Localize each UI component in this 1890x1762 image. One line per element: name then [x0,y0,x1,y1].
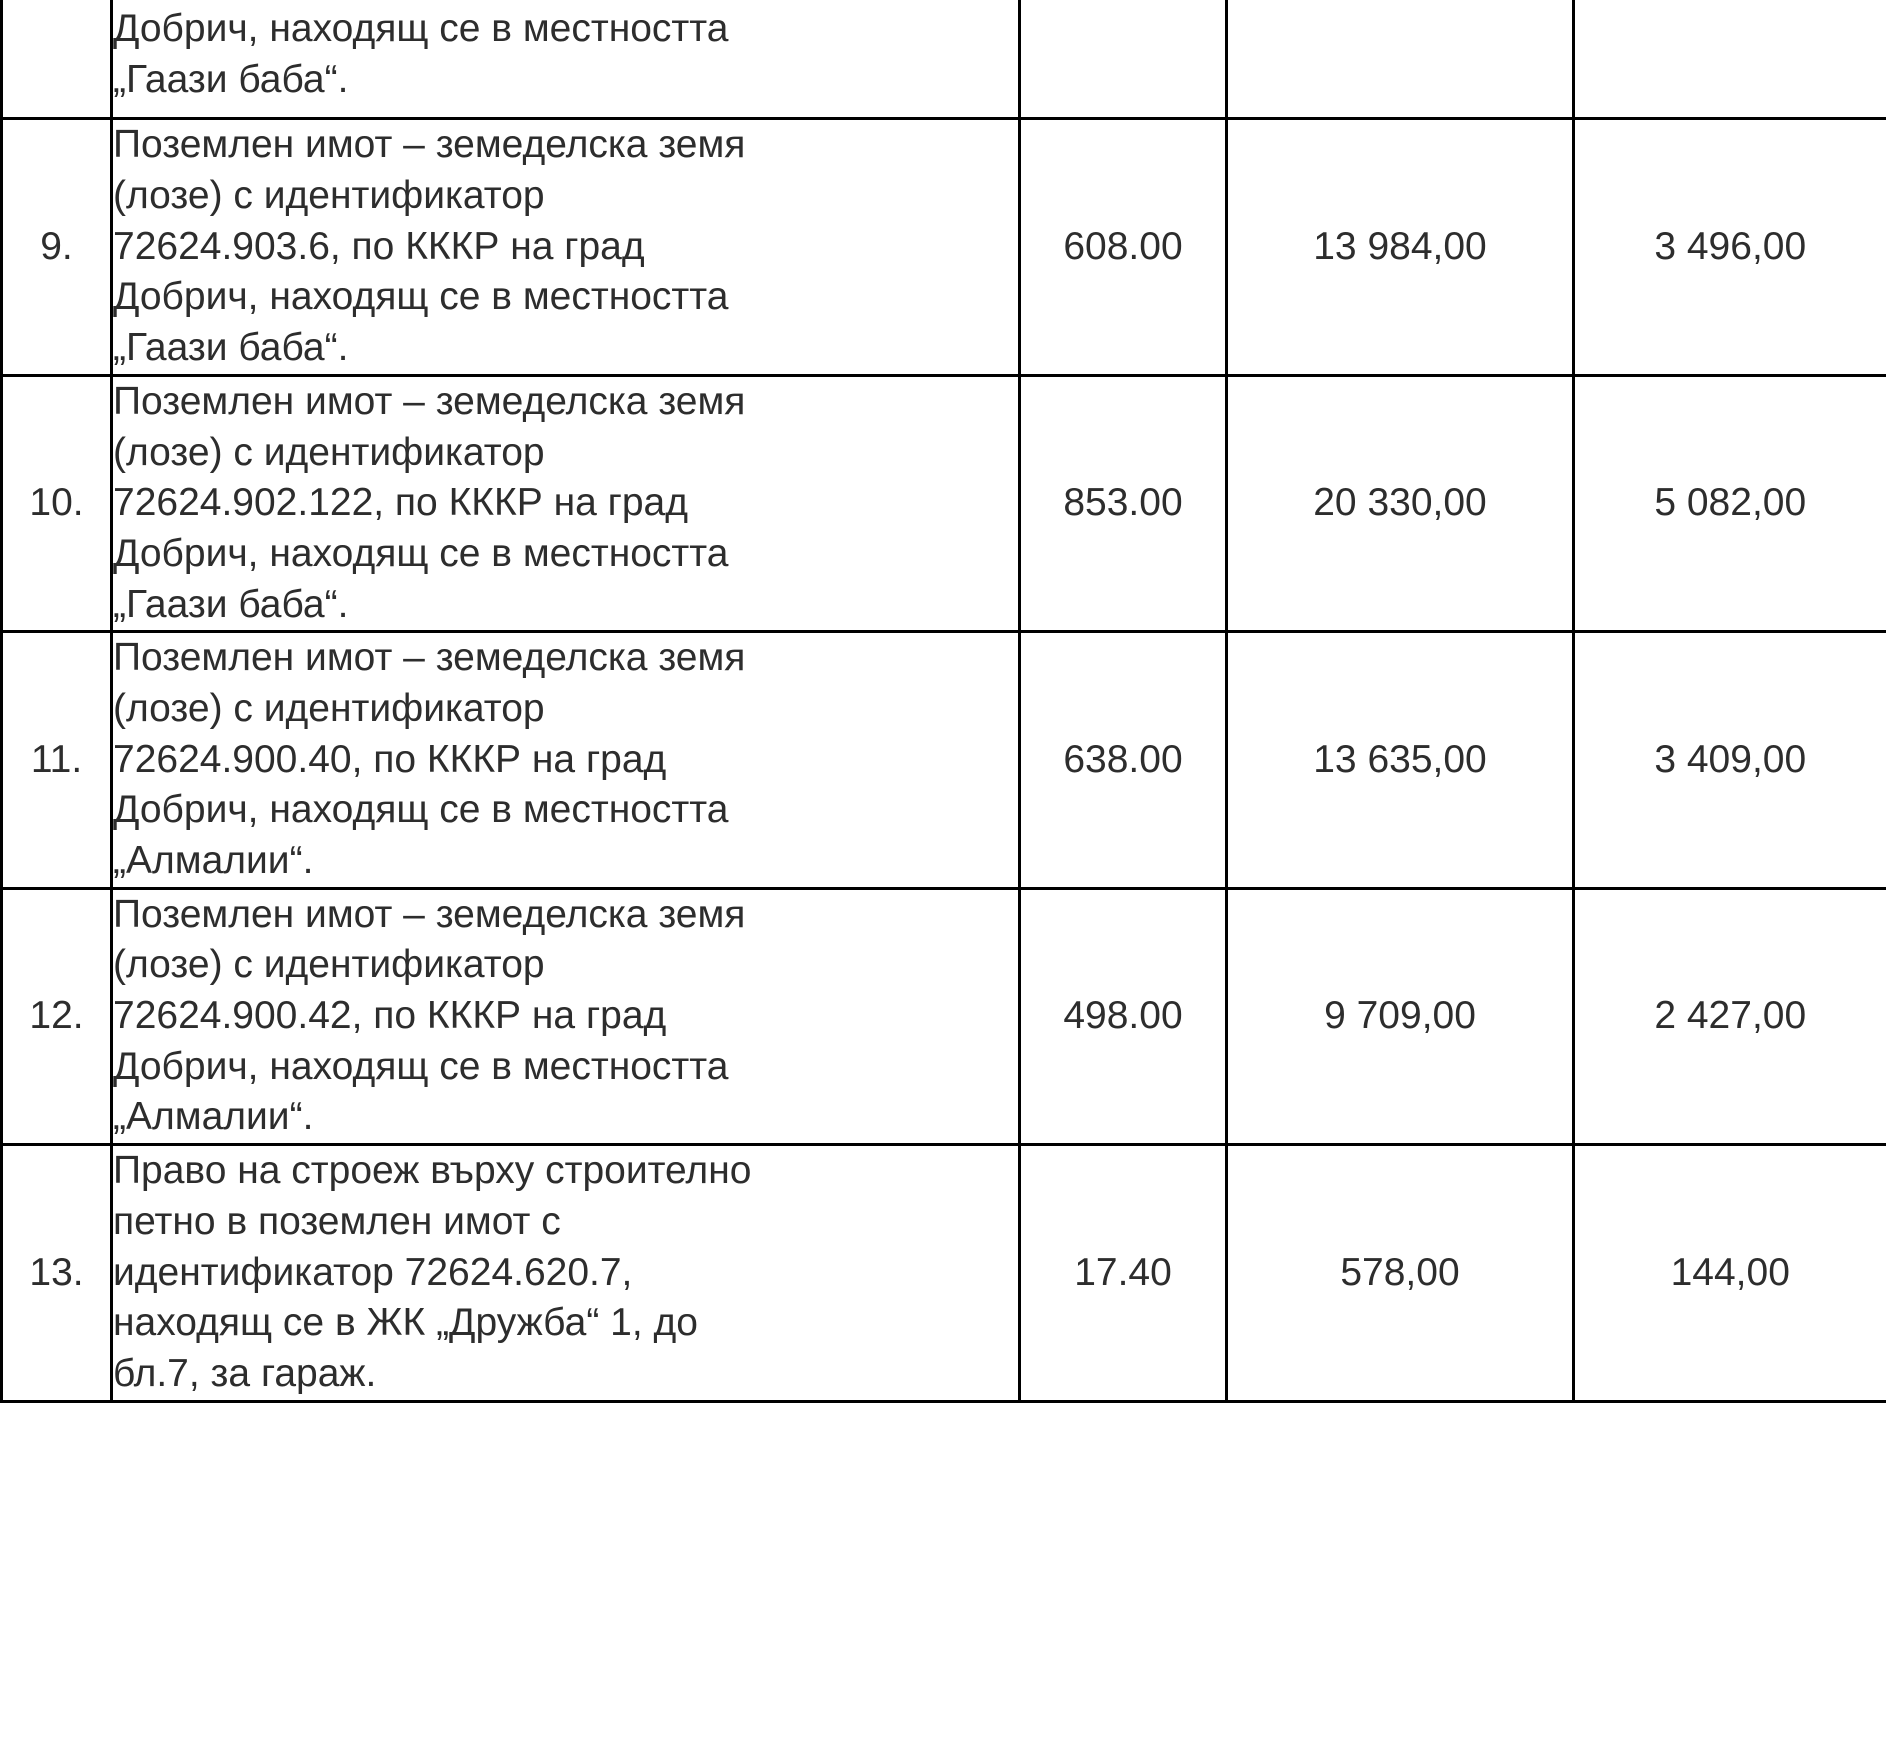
row-description: Поземлен имот – земеделска земя (лозе) с… [110,630,1021,890]
row-index: 10. [0,373,113,634]
table-row: 13. Право на строеж върху строително пет… [0,1143,1886,1403]
description-text: Поземлен имот – земеделска земя (лозе) с… [113,892,746,1139]
row-description: Поземлен имот – земеделска земя (лозе) с… [110,886,1021,1147]
description-text: Право на строеж върху строително петно в… [113,1149,752,1395]
row-description: Поземлен имот – земеделска земя (лозе) с… [110,117,1021,377]
row-description: Добрич, находящ се в местността „Гаази б… [110,0,1021,121]
table-row: Добрич, находящ се в местността „Гаази б… [0,0,1886,121]
table-row: 11. Поземлен имот – земеделска земя (лоз… [0,630,1886,890]
row-value-2: 144,00 [1572,1143,1886,1403]
table-row: 10. Поземлен имот – земеделска земя (лоз… [0,373,1886,634]
table-row: 9. Поземлен имот – земеделска земя (лозе… [0,117,1886,377]
row-index [0,0,113,121]
row-area: 498.00 [1018,886,1228,1147]
description-text: Поземлен имот – земеделска земя (лозе) с… [113,123,746,370]
row-value-1: 20 330,00 [1225,373,1575,634]
description-text: Добрич, находящ се в местността „Гаази б… [113,7,729,101]
row-value-1: 578,00 [1225,1143,1575,1403]
row-area: 608.00 [1018,117,1228,377]
row-value-2: 2 427,00 [1572,886,1886,1147]
row-value-2: 5 082,00 [1572,373,1886,634]
row-index: 11. [0,630,113,890]
table-row: 12. Поземлен имот – земеделска земя (лоз… [0,886,1886,1147]
row-index: 12. [0,886,113,1147]
row-area [1018,0,1228,121]
row-value-1: 9 709,00 [1225,886,1575,1147]
row-area: 638.00 [1018,630,1228,890]
row-value-1: 13 984,00 [1225,117,1575,377]
row-value-2 [1572,0,1886,121]
row-value-1 [1225,0,1575,121]
row-area: 17.40 [1018,1143,1228,1403]
row-value-2: 3 496,00 [1572,117,1886,377]
row-area: 853.00 [1018,373,1228,634]
row-value-2: 3 409,00 [1572,630,1886,890]
row-description: Право на строеж върху строително петно в… [110,1143,1021,1403]
row-value-1: 13 635,00 [1225,630,1575,890]
property-table: Добрич, находящ се в местността „Гаази б… [0,0,1886,1403]
description-text: Поземлен имот – земеделска земя (лозе) с… [113,636,746,882]
row-index: 9. [0,117,113,377]
table-body: Добрич, находящ се в местността „Гаази б… [0,0,1886,1403]
description-text: Поземлен имот – земеделска земя (лозе) с… [113,379,746,626]
row-index: 13. [0,1143,113,1403]
row-description: Поземлен имот – земеделска земя (лозе) с… [110,373,1021,634]
